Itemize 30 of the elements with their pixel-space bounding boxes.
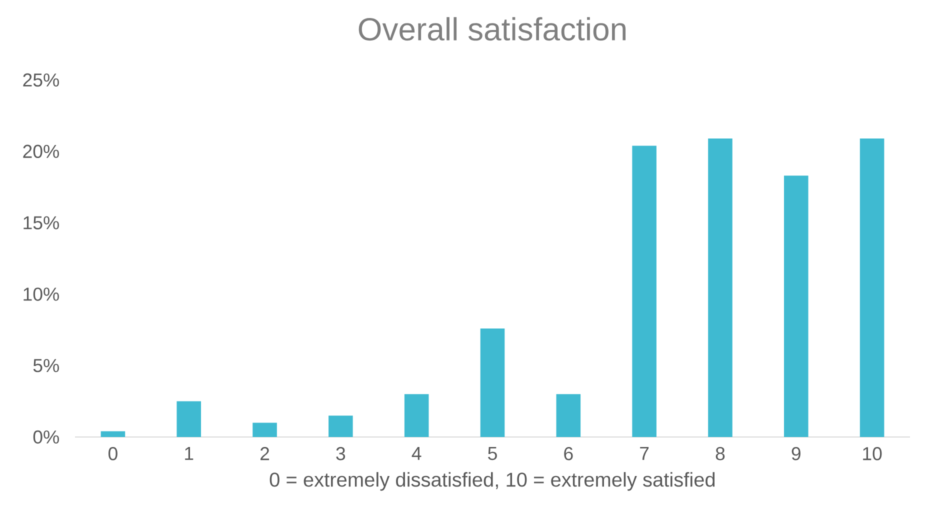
y-tick-label: 5%: [33, 359, 59, 372]
x-tick-label: 2: [260, 447, 270, 460]
bar: [632, 146, 656, 437]
bar: [328, 416, 353, 437]
bar: [176, 401, 202, 437]
bar: [556, 394, 581, 437]
x-tick-label: 6: [564, 447, 573, 460]
x-tick-label: 0: [108, 447, 118, 460]
y-tick-label: 0%: [33, 430, 59, 444]
y-tick-label: 15%: [24, 216, 59, 230]
y-tick-label: 20%: [23, 144, 59, 158]
bar: [100, 431, 126, 437]
x-tick-label: 8: [716, 447, 725, 460]
x-tick-label: 4: [412, 447, 422, 460]
x-tick-label: 9: [792, 447, 800, 460]
x-axis-title: 0 = extremely dissatisfied, 10 = extremely satisfied: [270, 472, 715, 491]
y-tick-label: 25%: [23, 73, 59, 87]
bar: [404, 394, 429, 437]
x-tick-label: 3: [336, 447, 346, 460]
bar: [860, 138, 884, 437]
bar: [252, 422, 277, 437]
x-tick-label: 10: [863, 447, 882, 460]
y-tick-label: 10%: [24, 288, 59, 301]
chart-title: Overall satisfaction: [358, 17, 626, 41]
x-tick-label: 5: [488, 447, 497, 460]
x-tick-label: 7: [640, 447, 649, 460]
bar: [784, 176, 808, 437]
bar: [480, 328, 505, 437]
x-tick-label: 1: [185, 447, 194, 460]
bar: [708, 138, 732, 437]
